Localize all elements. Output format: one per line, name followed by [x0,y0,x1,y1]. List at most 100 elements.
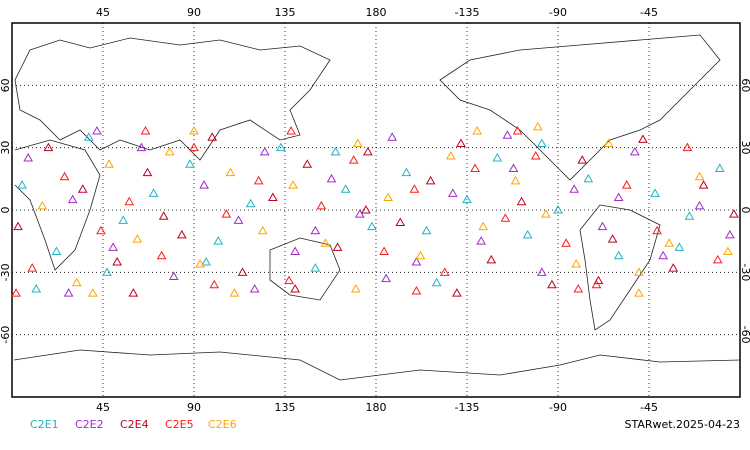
legend-label: C2E1 [30,418,59,431]
station-marker [59,171,70,181]
station-marker [387,132,398,141]
station-marker [112,256,123,266]
station-marker [132,234,143,243]
station-marker [142,167,153,177]
station-marker [268,192,278,202]
station-marker [603,138,614,148]
station-marker [472,126,482,135]
station-marker [302,159,313,168]
station-marker [577,155,588,164]
station-marker [164,146,175,156]
y-tick-label: 30 [0,141,12,155]
station-marker [668,263,679,272]
station-marker [486,254,497,264]
x-tick-label: 135 [275,401,296,414]
coastlines [13,34,741,381]
x-tick-label: -90 [549,401,567,414]
station-marker [634,288,644,297]
station-marker [553,204,563,214]
station-marker [118,215,129,224]
station-marker [462,194,472,204]
station-marker [88,288,98,297]
station-marker [447,188,458,197]
station-marker [367,221,377,231]
station-marker [415,250,426,260]
station-marker [502,130,513,139]
station-marker [92,126,102,135]
station-marker [158,211,169,220]
station-marker [332,242,343,251]
station-marker [43,142,54,152]
station-marker [31,283,42,293]
x-tick-label: -45 [640,6,658,19]
station-marker [698,180,709,189]
y-tick-label: 0 [739,207,750,214]
legend-label: C2E4 [120,418,149,431]
station-marker [284,275,294,285]
station-marker [67,194,78,204]
station-marker [104,159,114,168]
station-marker [725,229,735,239]
station-marker [629,146,640,156]
station-marker [245,198,256,208]
station-marker [682,142,693,152]
station-marker [652,225,662,235]
station-marker [492,153,503,162]
station-marker [409,184,420,193]
coast-africa [14,139,101,271]
station-marker [225,167,236,177]
station-marker [290,283,300,293]
station-marker [684,211,695,220]
station-marker [694,200,705,210]
station-marker [340,184,351,193]
station-marker [168,271,179,280]
station-marker [621,180,632,189]
station-marker [431,277,442,287]
station-marker [213,236,224,245]
station-marker [233,215,244,224]
station-marker [27,263,38,272]
station-marker [634,267,644,276]
station-marker [395,217,406,226]
station-marker [573,283,584,293]
station-marker [195,259,205,268]
station-marker [571,259,582,268]
x-tick-label: -135 [455,6,480,19]
station-marker [326,173,337,183]
station-marker [320,238,331,247]
station-marker [209,279,220,289]
coast-eurasia [14,37,331,161]
station-marker [310,263,321,272]
station-marker [425,175,436,185]
station-marker [185,159,195,168]
x-tick-label: 180 [366,401,387,414]
footer-stamp: STARwet.2025-04-23 [624,418,740,431]
station-marker [71,277,82,287]
station-marker [569,184,580,193]
station-marker [512,126,523,135]
station-marker [729,209,739,218]
x-tick-label: 45 [96,401,110,414]
station-marker [259,146,270,156]
station-marker [476,236,487,245]
y-tick-label: 0 [0,207,12,214]
station-marker [650,188,660,197]
x-tick-label: 180 [366,6,387,19]
station-marker [541,209,551,218]
station-marker [257,225,268,235]
station-marker [11,288,21,297]
station-marker [23,153,34,162]
station-marker [350,283,361,293]
coast-south-america [579,204,661,331]
coast-australia [269,237,341,301]
station-marker [516,196,527,206]
station-marker [607,234,618,243]
x-tick-label: 45 [96,6,110,19]
coast-antarctica [13,349,741,381]
station-marker [124,196,135,206]
station-marker [13,221,23,231]
x-tick-label: 90 [187,401,201,414]
station-marker [452,288,462,297]
station-marker [530,150,541,160]
